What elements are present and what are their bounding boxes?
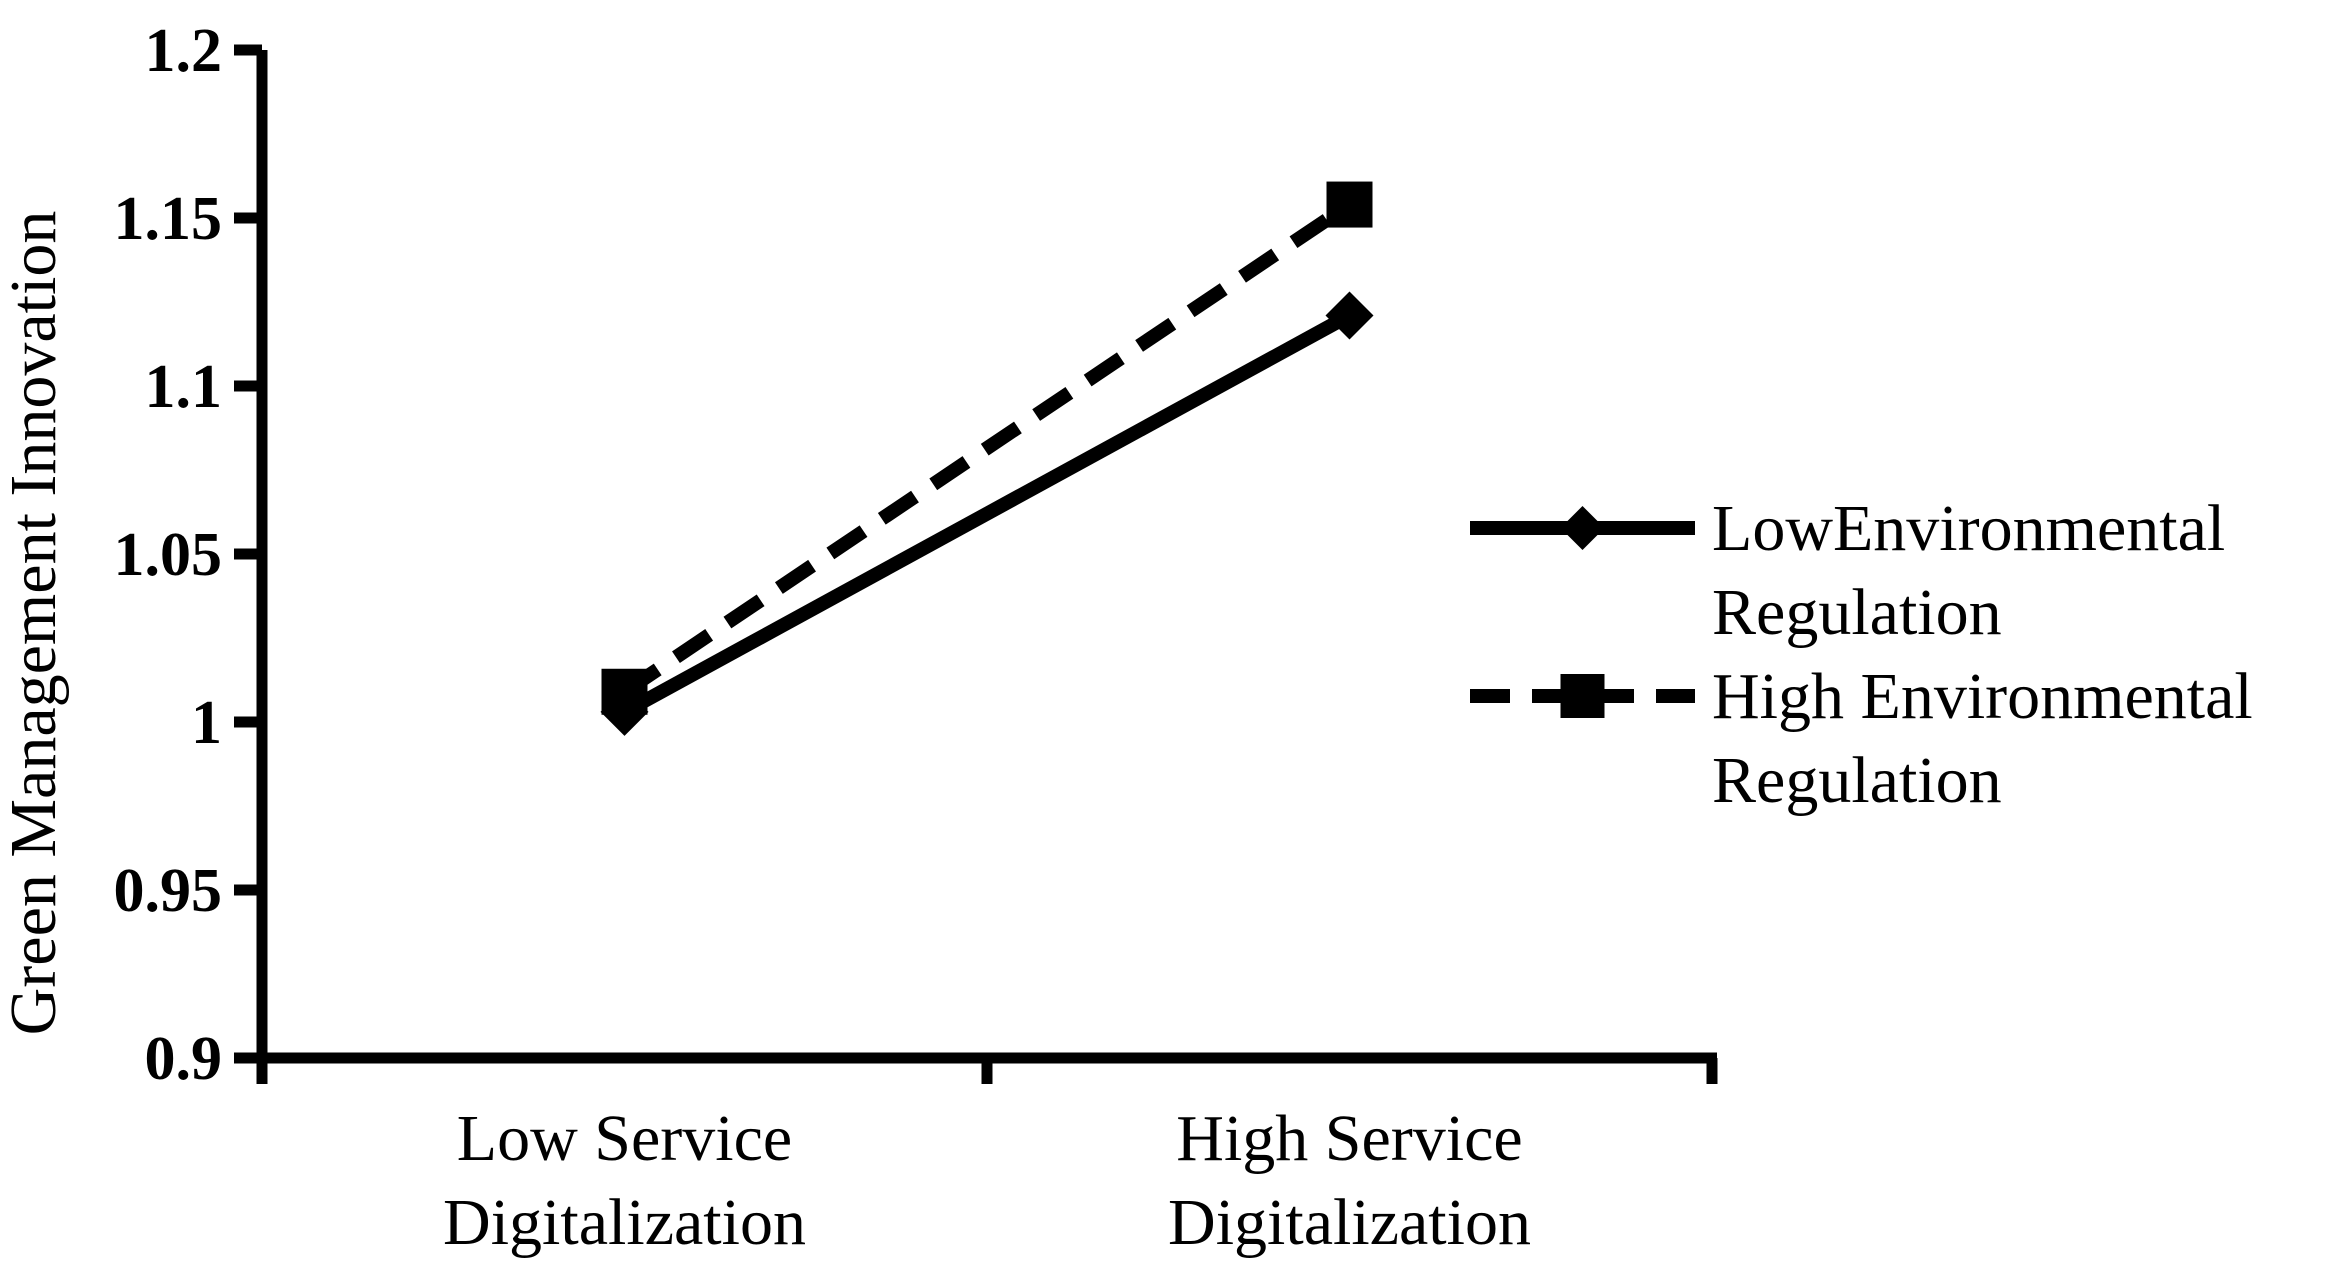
legend-label: High Environmental Regulation (1712, 660, 2253, 817)
y-tick-label: 1.05 (114, 521, 223, 589)
legend-marker (1560, 674, 1605, 718)
series-line (621, 309, 1353, 719)
legend-entry-1: High Environmental Regulation (1470, 660, 2253, 817)
axes (256, 50, 1717, 1064)
series-layer (600, 181, 1374, 736)
series-0 (600, 291, 1374, 736)
series-1 (601, 181, 1373, 715)
x-tick-label: Low Service Digitalization (443, 1102, 806, 1259)
data-point (1325, 291, 1374, 340)
data-point (1326, 181, 1373, 228)
y-tick-label: 1 (191, 689, 222, 757)
y-tick-label: 0.9 (145, 1025, 223, 1093)
x-axis-ticks: Low Service Digitalization High Service Dig… (256, 1058, 1718, 1259)
legend-entry-0: LowEnvironmental Regulation (1470, 492, 2225, 649)
y-tick-label: 1.2 (145, 17, 223, 85)
y-axis-title: Green Management Innovation (0, 211, 70, 1036)
x-tick-label: High Service Digitalization (1168, 1102, 1531, 1259)
y-tick-label: 1.15 (114, 185, 223, 253)
legend-marker (1560, 506, 1605, 550)
y-tick-label: 0.95 (114, 857, 223, 925)
data-point (601, 668, 648, 715)
y-tick-label: 1.1 (145, 353, 223, 421)
series-line (620, 198, 1354, 698)
y-axis-ticks: 0.9 0.95 1 1.05 1.1 1.15 1.2 (114, 17, 262, 1093)
legend-label: LowEnvironmental Regulation (1712, 492, 2225, 649)
